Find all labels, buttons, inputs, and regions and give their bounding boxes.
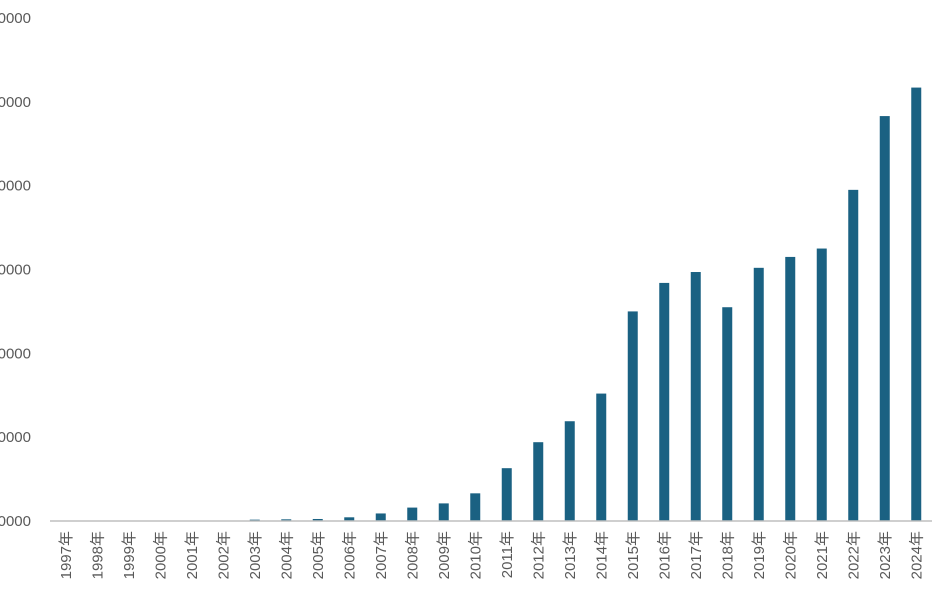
y-axis-labels: 0000 0000 0000 0000 0000 0000 0000 — [0, 10, 31, 530]
x-category-label: 2024年 — [908, 531, 925, 579]
y-tick-label: 0000 — [0, 345, 31, 362]
x-category-label: 2013年 — [562, 531, 579, 579]
bar — [438, 503, 449, 521]
x-category-label: 2019年 — [751, 531, 768, 579]
bar — [690, 272, 701, 521]
x-category-label: 2018年 — [719, 531, 736, 579]
bar — [533, 442, 544, 521]
x-category-label: 2020年 — [782, 531, 799, 579]
x-category-label: 2002年 — [215, 531, 232, 579]
x-category-label: 2008年 — [404, 531, 421, 579]
bar — [470, 493, 481, 521]
bar — [722, 307, 733, 521]
bar — [785, 256, 796, 521]
x-category-label: 1997年 — [58, 531, 75, 579]
bar — [564, 421, 575, 521]
x-axis-labels: 1997年 1998年 1999年 2000年 2001年 2002年 2003年 2004年… — [58, 531, 926, 579]
y-tick-label: 0000 — [0, 94, 31, 111]
y-tick-label: 0000 — [0, 262, 31, 279]
bar — [344, 517, 355, 521]
x-category-label: 2010年 — [467, 531, 484, 579]
x-category-label: 2023年 — [877, 531, 894, 579]
bar — [659, 282, 670, 521]
bar — [816, 248, 827, 521]
x-category-label: 2007年 — [373, 531, 390, 579]
bar — [501, 468, 512, 521]
x-category-label: 2021年 — [814, 531, 831, 579]
x-category-label: 2011年 — [499, 531, 516, 578]
x-category-label: 1998年 — [89, 531, 106, 579]
bar — [596, 393, 607, 521]
bar — [281, 519, 292, 521]
x-category-label: 2015年 — [625, 531, 642, 579]
x-category-label: 2006年 — [341, 531, 358, 579]
x-category-label: 2022年 — [845, 531, 862, 579]
bar — [312, 518, 323, 521]
bar — [848, 189, 859, 521]
x-category-label: 2003年 — [247, 531, 264, 579]
x-category-label: 2016年 — [656, 531, 673, 579]
x-category-label: 2004年 — [278, 531, 295, 579]
bar — [753, 267, 764, 521]
y-tick-label: 0000 — [0, 429, 31, 446]
bar — [879, 116, 890, 522]
y-tick-label: 0000 — [0, 178, 31, 195]
bar — [375, 513, 386, 521]
bar — [911, 87, 922, 521]
x-category-label: 2014年 — [593, 531, 610, 579]
x-category-label: 2009年 — [436, 531, 453, 579]
bar — [627, 311, 638, 521]
bar — [407, 507, 418, 521]
x-category-label: 1999年 — [121, 531, 138, 579]
bars — [249, 87, 922, 522]
x-category-label: 2000年 — [152, 531, 169, 579]
x-category-label: 2017年 — [688, 531, 705, 579]
x-category-label: 2005年 — [310, 531, 327, 579]
y-tick-label: 0000 — [0, 513, 31, 530]
x-category-label: 2012年 — [530, 531, 547, 579]
y-tick-label: 0000 — [0, 10, 31, 27]
x-category-label: 2001年 — [184, 531, 201, 579]
